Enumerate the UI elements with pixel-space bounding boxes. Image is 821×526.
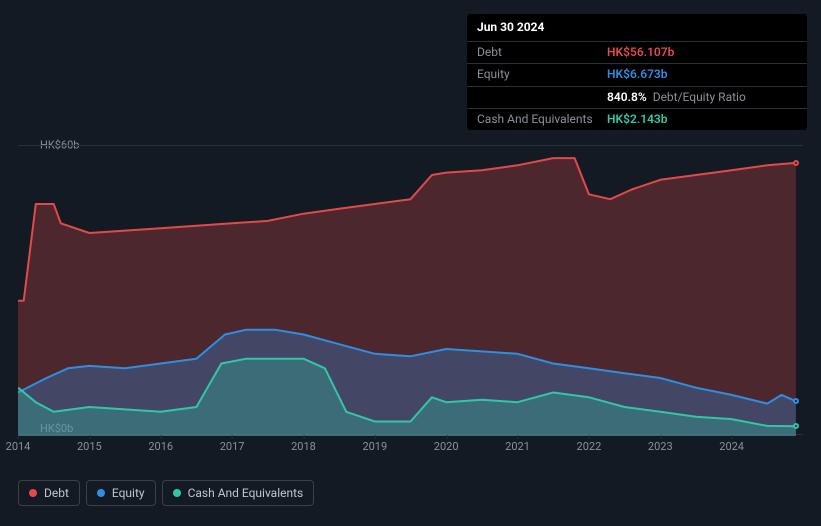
tooltip-row-label: Cash And Equivalents bbox=[477, 113, 607, 126]
x-axis-label: 2022 bbox=[577, 440, 602, 453]
tooltip-row-value: HK$56.107b bbox=[607, 46, 674, 59]
tooltip-row-label bbox=[477, 91, 607, 104]
plot-area[interactable] bbox=[18, 145, 803, 435]
legend-item-label: Debt bbox=[44, 486, 69, 500]
legend-item-label: Equity bbox=[112, 486, 145, 500]
tooltip-row: DebtHK$56.107b bbox=[467, 42, 807, 64]
x-axis-label: 2023 bbox=[648, 440, 673, 453]
x-axis-label: 2019 bbox=[362, 440, 387, 453]
series-end-marker bbox=[793, 423, 799, 429]
chart-tooltip: Jun 30 2024 DebtHK$56.107bEquityHK$6.673… bbox=[467, 14, 807, 130]
x-axis: 2014201520162017201820192020202120222023… bbox=[18, 440, 803, 460]
x-axis-label: 2014 bbox=[6, 440, 31, 453]
tooltip-row-extra: Debt/Equity Ratio bbox=[653, 90, 746, 104]
legend-dot-icon bbox=[173, 489, 181, 497]
legend-item-equity[interactable]: Equity bbox=[86, 480, 156, 506]
chart-legend: Debt Equity Cash And Equivalents bbox=[18, 480, 314, 506]
tooltip-row-label: Debt bbox=[477, 46, 607, 59]
tooltip-row-value: HK$2.143b bbox=[607, 113, 668, 126]
tooltip-row-label: Equity bbox=[477, 68, 607, 81]
x-axis-label: 2015 bbox=[77, 440, 102, 453]
x-axis-label: 2021 bbox=[505, 440, 530, 453]
legend-dot-icon bbox=[97, 489, 105, 497]
legend-item-cash-and-equivalents[interactable]: Cash And Equivalents bbox=[162, 480, 315, 506]
legend-item-label: Cash And Equivalents bbox=[188, 486, 304, 500]
debt-equity-chart: HK$60bHK$0b 2014201520162017201820192020… bbox=[18, 125, 803, 505]
tooltip-date: Jun 30 2024 bbox=[467, 14, 807, 42]
tooltip-row: 840.8%Debt/Equity Ratio bbox=[467, 87, 807, 109]
tooltip-row-value: HK$6.673b bbox=[607, 68, 668, 81]
tooltip-row-value: 840.8%Debt/Equity Ratio bbox=[607, 91, 746, 104]
series-end-marker bbox=[793, 160, 799, 166]
x-axis-label: 2024 bbox=[719, 440, 744, 453]
x-axis-label: 2018 bbox=[291, 440, 316, 453]
tooltip-row: EquityHK$6.673b bbox=[467, 64, 807, 86]
legend-dot-icon bbox=[29, 489, 37, 497]
legend-item-debt[interactable]: Debt bbox=[18, 480, 80, 506]
tooltip-row: Cash And EquivalentsHK$2.143b bbox=[467, 109, 807, 130]
series-end-marker bbox=[793, 398, 799, 404]
x-axis-label: 2020 bbox=[434, 440, 459, 453]
x-axis-label: 2016 bbox=[148, 440, 173, 453]
x-axis-label: 2017 bbox=[220, 440, 245, 453]
